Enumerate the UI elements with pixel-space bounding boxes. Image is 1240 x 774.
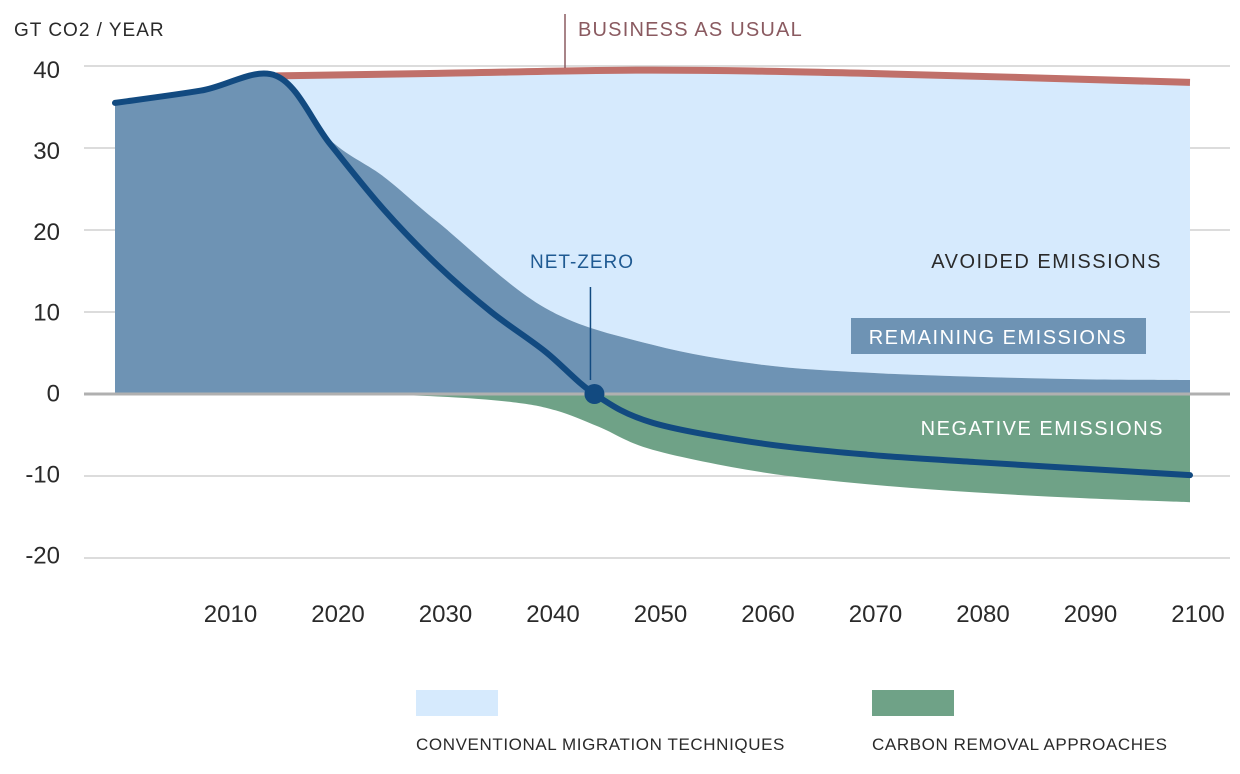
y-axis-label: GT CO2 / YEAR bbox=[14, 20, 165, 41]
x-tick-label: 2090 bbox=[1064, 601, 1117, 628]
x-tick-label: 2080 bbox=[956, 601, 1009, 628]
y-tick-label: 40 bbox=[33, 57, 60, 84]
bau-label: BUSINESS AS USUAL bbox=[578, 19, 803, 41]
remaining-emissions-label: REMAINING EMISSIONS bbox=[869, 327, 1128, 349]
x-tick-label: 2070 bbox=[849, 601, 902, 628]
net-zero-label: NET-ZERO bbox=[530, 252, 634, 273]
y-tick-label: -20 bbox=[25, 542, 60, 569]
remaining-emissions-label-box bbox=[851, 318, 1146, 354]
y-tick-label: 20 bbox=[33, 219, 60, 246]
negative-emissions-area bbox=[115, 393, 1190, 503]
net-zero-point bbox=[584, 384, 605, 404]
legend-label-carbon-removal: CARBON REMOVAL APPROACHES bbox=[872, 735, 1168, 754]
x-tick-label: 2010 bbox=[204, 601, 257, 628]
x-tick-label: 2020 bbox=[311, 601, 364, 628]
x-tick-label: 2030 bbox=[419, 601, 472, 628]
x-axis-ticks: 2010 2020 2030 2040 2050 2060 2070 2080 2090 2100 bbox=[204, 601, 1225, 628]
legend-swatch-carbon-removal bbox=[872, 690, 954, 716]
y-tick-label: 30 bbox=[33, 138, 60, 165]
y-tick-label: 10 bbox=[33, 300, 60, 327]
y-axis-ticks: 40 30 20 10 0 -10 -20 bbox=[25, 57, 60, 569]
net-zero-line bbox=[112, 70, 1193, 479]
y-tick-label: -10 bbox=[25, 462, 60, 489]
x-tick-label: 2040 bbox=[526, 601, 579, 628]
x-tick-label: 2060 bbox=[741, 601, 794, 628]
avoided-emissions-label: AVOIDED EMISSIONS bbox=[931, 251, 1162, 273]
x-tick-label: 2100 bbox=[1171, 601, 1224, 628]
legend-swatch-conventional bbox=[416, 690, 498, 716]
x-tick-label: 2050 bbox=[634, 601, 687, 628]
legend-label-conventional: CONVENTIONAL MIGRATION TECHNIQUES bbox=[416, 735, 785, 754]
remaining-emissions-area bbox=[115, 73, 1190, 394]
business-as-usual-line bbox=[276, 66, 1191, 86]
avoided-emissions-area bbox=[276, 70, 1190, 381]
negative-emissions-label: NEGATIVE EMISSIONS bbox=[921, 418, 1164, 440]
y-tick-label: 0 bbox=[47, 381, 60, 408]
